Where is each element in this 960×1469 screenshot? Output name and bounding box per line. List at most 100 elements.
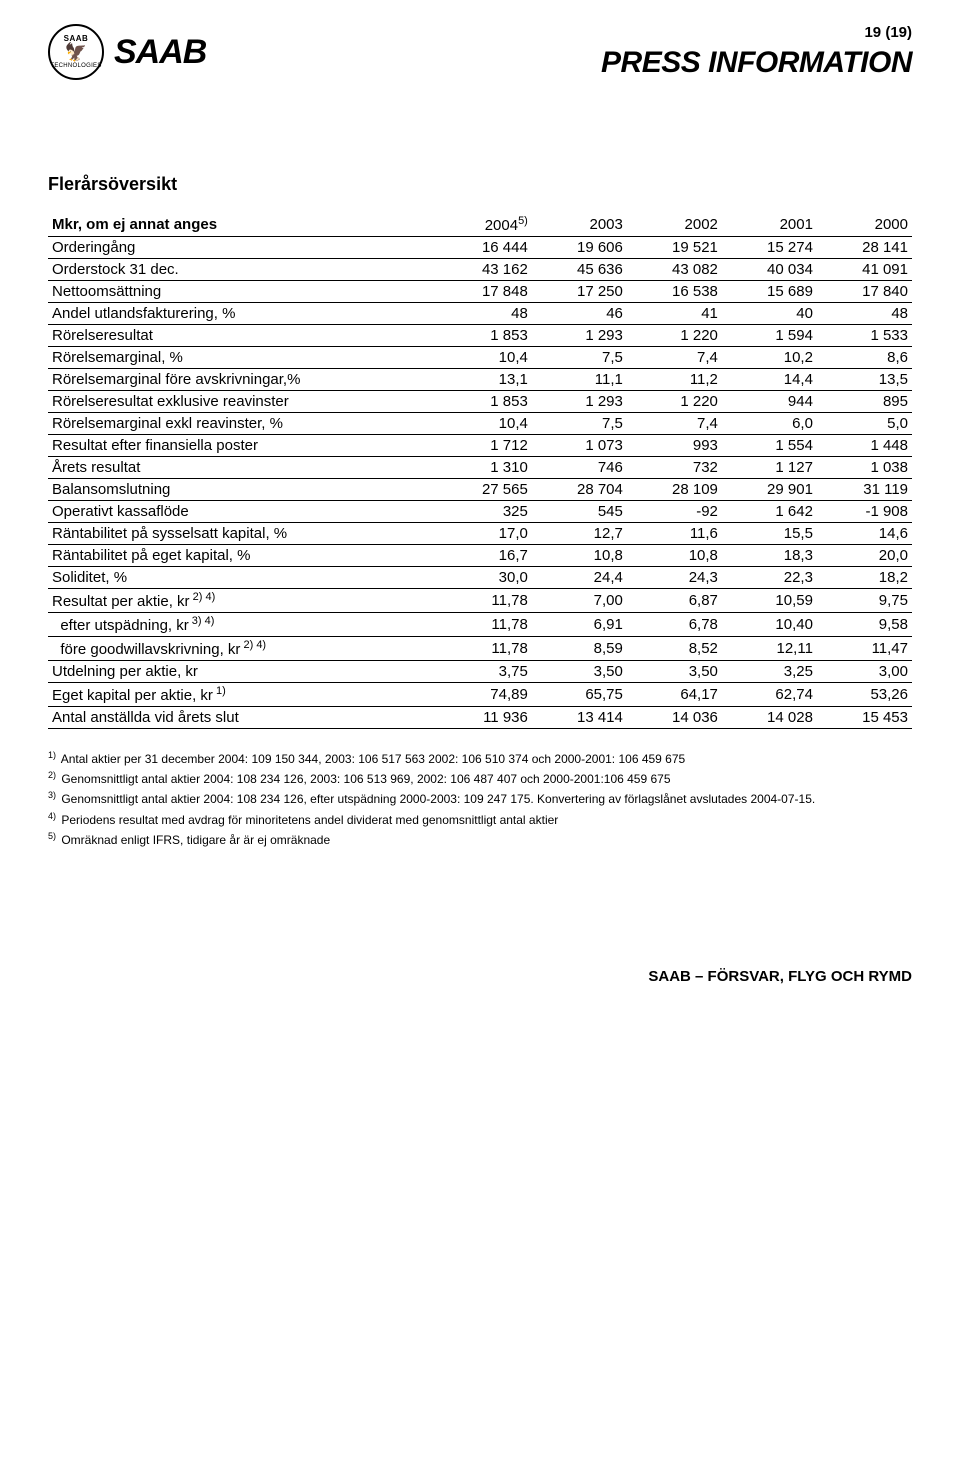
cell-value: 1 533 xyxy=(817,325,912,347)
row-label: före goodwillavskrivning, kr 2) 4) xyxy=(48,637,437,661)
row-label: Eget kapital per aktie, kr 1) xyxy=(48,683,437,707)
cell-value: 11,78 xyxy=(437,589,532,613)
cell-value: 31 119 xyxy=(817,479,912,501)
cell-value: 24,3 xyxy=(627,567,722,589)
col-2003: 2003 xyxy=(532,213,627,237)
cell-value: 3,50 xyxy=(627,661,722,683)
cell-value: 18,3 xyxy=(722,545,817,567)
cell-value: 15 274 xyxy=(722,237,817,259)
financial-table: Mkr, om ej annat anges 20045) 2003 2002 … xyxy=(48,213,912,729)
cell-value: 9,58 xyxy=(817,613,912,637)
cell-value: 19 606 xyxy=(532,237,627,259)
cell-value: 10,4 xyxy=(437,347,532,369)
cell-value: 29 901 xyxy=(722,479,817,501)
cell-value: 45 636 xyxy=(532,259,627,281)
cell-value: 12,11 xyxy=(722,637,817,661)
cell-value: 16,7 xyxy=(437,545,532,567)
row-label: Balansomslutning xyxy=(48,479,437,501)
table-row: Eget kapital per aktie, kr 1)74,8965,756… xyxy=(48,683,912,707)
cell-value: 1 293 xyxy=(532,391,627,413)
cell-value: 14,6 xyxy=(817,523,912,545)
table-row: Rörelseresultat1 8531 2931 2201 5941 533 xyxy=(48,325,912,347)
cell-value: 41 xyxy=(627,303,722,325)
row-label: Soliditet, % xyxy=(48,567,437,589)
table-row: Rörelsemarginal, %10,47,57,410,28,6 xyxy=(48,347,912,369)
cell-value: 17 848 xyxy=(437,281,532,303)
cell-value: -92 xyxy=(627,501,722,523)
table-row: före goodwillavskrivning, kr 2) 4)11,788… xyxy=(48,637,912,661)
cell-value: 40 034 xyxy=(722,259,817,281)
cell-value: 41 091 xyxy=(817,259,912,281)
cell-value: 16 444 xyxy=(437,237,532,259)
table-row: Räntabilitet på eget kapital, %16,710,81… xyxy=(48,545,912,567)
col-2000: 2000 xyxy=(817,213,912,237)
cell-value: 15,5 xyxy=(722,523,817,545)
cell-value: 1 642 xyxy=(722,501,817,523)
cell-value: 895 xyxy=(817,391,912,413)
col-2004: 20045) xyxy=(437,213,532,237)
table-row: Årets resultat1 3107467321 1271 038 xyxy=(48,457,912,479)
cell-value: 28 109 xyxy=(627,479,722,501)
cell-value: 74,89 xyxy=(437,683,532,707)
cell-value: 20,0 xyxy=(817,545,912,567)
row-label: Rörelseresultat xyxy=(48,325,437,347)
cell-value: 1 448 xyxy=(817,435,912,457)
logo-emblem: SAAB 🦅 TECHNOLOGIES xyxy=(48,24,104,80)
cell-value: 746 xyxy=(532,457,627,479)
cell-value: 1 073 xyxy=(532,435,627,457)
cell-value: 65,75 xyxy=(532,683,627,707)
cell-value: 19 521 xyxy=(627,237,722,259)
row-label: Andel utlandsfakturering, % xyxy=(48,303,437,325)
cell-value: 1 038 xyxy=(817,457,912,479)
cell-value: 993 xyxy=(627,435,722,457)
cell-value: 1 310 xyxy=(437,457,532,479)
table-row: Andel utlandsfakturering, %4846414048 xyxy=(48,303,912,325)
page-number: 19 (19) xyxy=(864,24,912,41)
row-label: Utdelning per aktie, kr xyxy=(48,661,437,683)
griffin-icon: 🦅 xyxy=(65,43,87,61)
row-label: Operativt kassaflöde xyxy=(48,501,437,523)
row-label: Orderstock 31 dec. xyxy=(48,259,437,281)
table-row: Balansomslutning27 56528 70428 10929 901… xyxy=(48,479,912,501)
cell-value: 3,00 xyxy=(817,661,912,683)
cell-value: 13,5 xyxy=(817,369,912,391)
row-label: Antal anställda vid årets slut xyxy=(48,707,437,729)
col-2001: 2001 xyxy=(722,213,817,237)
cell-value: 1 853 xyxy=(437,325,532,347)
cell-value: 28 704 xyxy=(532,479,627,501)
footnote: 1) Antal aktier per 31 december 2004: 10… xyxy=(48,749,912,767)
row-label: Nettoomsättning xyxy=(48,281,437,303)
cell-value: 3,50 xyxy=(532,661,627,683)
footnote: 2) Genomsnittligt antal aktier 2004: 108… xyxy=(48,769,912,787)
cell-value: 28 141 xyxy=(817,237,912,259)
table-row: Orderingång16 44419 60619 52115 27428 14… xyxy=(48,237,912,259)
col-2002: 2002 xyxy=(627,213,722,237)
cell-value: 11,78 xyxy=(437,613,532,637)
cell-value: 27 565 xyxy=(437,479,532,501)
cell-value: 17,0 xyxy=(437,523,532,545)
cell-value: 10,59 xyxy=(722,589,817,613)
cell-value: 1 712 xyxy=(437,435,532,457)
table-row: Rörelsemarginal före avskrivningar,%13,1… xyxy=(48,369,912,391)
cell-value: 6,87 xyxy=(627,589,722,613)
cell-value: 24,4 xyxy=(532,567,627,589)
cell-value: 64,17 xyxy=(627,683,722,707)
cell-value: 22,3 xyxy=(722,567,817,589)
cell-value: 6,91 xyxy=(532,613,627,637)
cell-value: 10,2 xyxy=(722,347,817,369)
cell-value: 43 162 xyxy=(437,259,532,281)
row-label: Orderingång xyxy=(48,237,437,259)
cell-value: 10,4 xyxy=(437,413,532,435)
cell-value: 46 xyxy=(532,303,627,325)
table-row: efter utspädning, kr 3) 4)11,786,916,781… xyxy=(48,613,912,637)
cell-value: 6,0 xyxy=(722,413,817,435)
table-row: Rörelsemarginal exkl reavinster, %10,47,… xyxy=(48,413,912,435)
cell-value: 6,78 xyxy=(627,613,722,637)
row-label: Resultat efter finansiella poster xyxy=(48,435,437,457)
cell-value: 7,4 xyxy=(627,413,722,435)
cell-value: 8,52 xyxy=(627,637,722,661)
cell-value: 7,00 xyxy=(532,589,627,613)
row-label: Årets resultat xyxy=(48,457,437,479)
press-info-title: PRESS INFORMATION xyxy=(601,46,912,80)
cell-value: 9,75 xyxy=(817,589,912,613)
